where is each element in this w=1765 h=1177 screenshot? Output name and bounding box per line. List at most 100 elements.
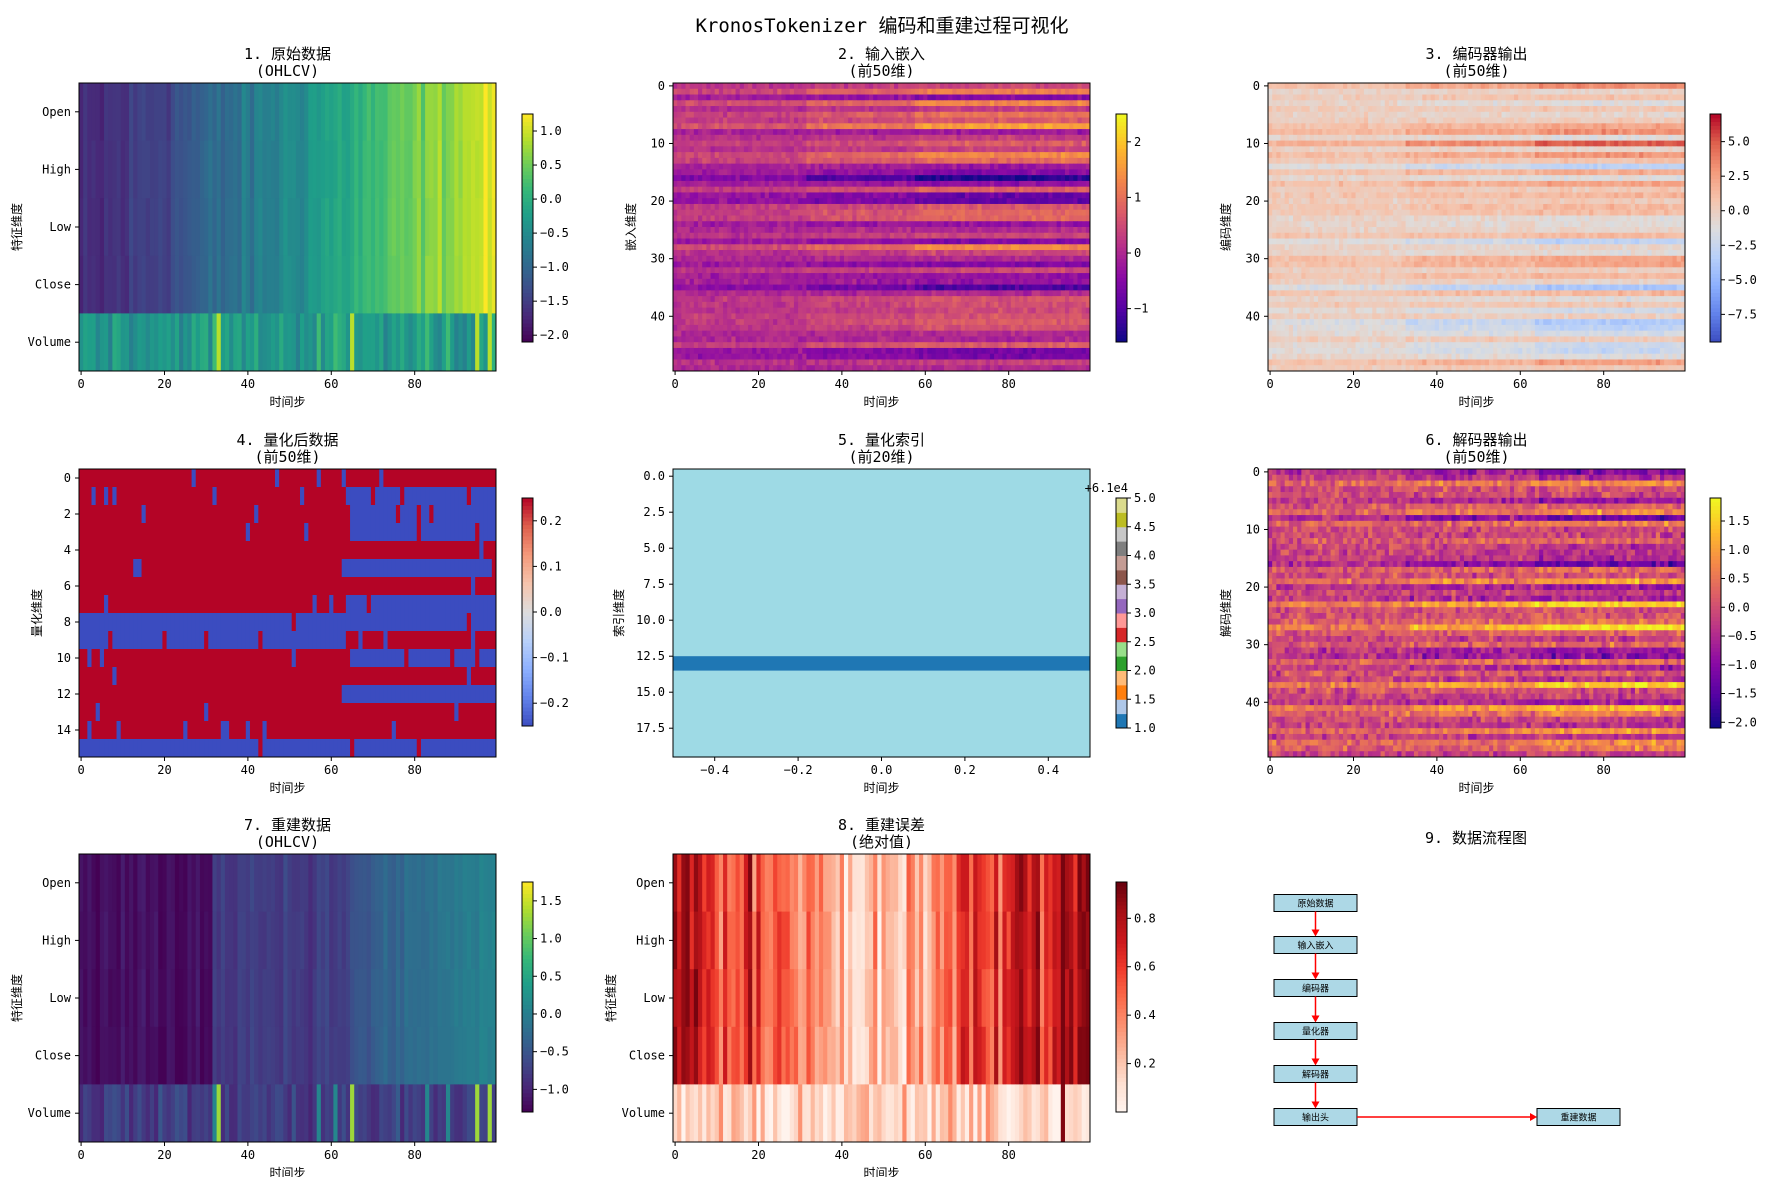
heatmap-cell: [835, 83, 841, 90]
heatmap-cell: [877, 313, 882, 320]
heatmap-cell: [1081, 324, 1087, 332]
heatmap-cell: [814, 250, 820, 257]
heatmap-cell: [969, 100, 974, 107]
heatmap-cell: [785, 227, 791, 234]
heatmap-cell: [785, 88, 791, 96]
heatmap-cell: [1019, 157, 1024, 165]
heatmap-cell: [860, 83, 866, 90]
heatmap-cell: [773, 284, 778, 291]
heatmap-cell: [723, 232, 728, 240]
heatmap-cell: [798, 261, 803, 268]
heatmap-cell: [894, 140, 899, 147]
heatmap-cell: [698, 307, 703, 314]
heatmap-cell: [1069, 192, 1074, 199]
heatmap-cell: [1044, 94, 1049, 101]
heatmap-cell: [702, 278, 707, 286]
heatmap-cell: [1081, 88, 1087, 96]
heatmap-cell: [848, 296, 853, 303]
heatmap-cell: [810, 261, 816, 268]
heatmap-cell: [835, 192, 841, 199]
heatmap-cell: [935, 284, 941, 291]
heatmap-cell: [969, 111, 974, 119]
colorbar-segment: [522, 285, 533, 290]
heatmap-cell: [785, 209, 791, 216]
heatmap-cell: [99, 198, 105, 257]
heatmap-cell: [948, 134, 953, 142]
heatmap-cell: [1073, 313, 1078, 320]
heatmap-cell: [856, 157, 862, 165]
heatmap-cell: [827, 163, 832, 170]
heatmap-cell: [977, 175, 983, 182]
heatmap-cell: [710, 186, 716, 193]
heatmap-cell: [793, 129, 799, 136]
heatmap-cell: [1019, 123, 1024, 130]
heatmap-cell: [1014, 250, 1020, 257]
heatmap-cell: [312, 255, 318, 314]
heatmap-cell: [806, 255, 812, 263]
heatmap-cell: [881, 227, 887, 234]
heatmap-cell: [702, 88, 707, 96]
heatmap-cell: [843, 238, 849, 245]
heatmap-cell: [1039, 88, 1045, 96]
heatmap-cell: [693, 284, 699, 291]
heatmap-cell: [1023, 330, 1028, 337]
heatmap-cell: [1019, 313, 1024, 320]
heatmap-cell: [1048, 244, 1053, 251]
heatmap-cell: [731, 278, 737, 286]
heatmap-cell: [885, 278, 891, 286]
heatmap-cell: [852, 203, 857, 211]
heatmap-cell: [731, 307, 737, 314]
heatmap-cell: [798, 330, 803, 337]
heatmap-cell: [843, 186, 849, 193]
heatmap-cell: [873, 111, 878, 119]
heatmap-cell: [706, 324, 712, 332]
heatmap-cell: [789, 301, 795, 309]
heatmap-cell: [981, 273, 987, 280]
heatmap-cell: [944, 186, 949, 193]
heatmap-cell: [877, 301, 882, 309]
heatmap-cell: [989, 152, 995, 159]
heatmap-cell: [814, 134, 820, 142]
heatmap-cell: [685, 146, 691, 153]
heatmap-cell: [914, 307, 920, 314]
heatmap-cell: [731, 186, 737, 193]
heatmap-cell: [956, 307, 962, 314]
heatmap-cell: [889, 140, 895, 147]
heatmap-cell: [802, 175, 807, 182]
heatmap-cell: [802, 250, 807, 257]
heatmap-cell: [698, 232, 703, 240]
heatmap-cell: [981, 330, 987, 337]
heatmap-cell: [773, 209, 778, 216]
heatmap-cell: [760, 307, 766, 314]
heatmap-cell: [773, 123, 778, 130]
heatmap-cell: [1035, 313, 1041, 320]
heatmap-cell: [99, 140, 105, 199]
heatmap-cell: [873, 163, 878, 170]
heatmap-cell: [810, 215, 816, 222]
heatmap-cell: [956, 215, 962, 222]
heatmap-cell: [810, 324, 816, 332]
heatmap-cell: [889, 163, 895, 170]
heatmap-cell: [370, 313, 376, 372]
heatmap-cell: [370, 83, 376, 142]
heatmap-cell: [914, 152, 920, 159]
heatmap-cell: [789, 307, 795, 314]
heatmap-cell: [948, 273, 953, 280]
heatmap-cell: [698, 261, 703, 268]
heatmap-cell: [973, 261, 978, 268]
heatmap-cell: [781, 250, 787, 257]
heatmap-cell: [706, 273, 712, 280]
heatmap-cell: [789, 203, 795, 211]
heatmap-cell: [187, 83, 193, 142]
heatmap-cell: [1077, 215, 1083, 222]
heatmap-cell: [973, 301, 978, 309]
heatmap-cell: [864, 123, 870, 130]
heatmap-cell: [923, 134, 928, 142]
heatmap-cell: [1052, 198, 1058, 205]
heatmap-cell: [998, 284, 1003, 291]
heatmap-cell: [191, 140, 197, 199]
heatmap-cell: [827, 152, 832, 159]
heatmap-cell: [814, 227, 820, 234]
heatmap-cell: [894, 100, 899, 107]
heatmap-cell: [860, 169, 866, 176]
